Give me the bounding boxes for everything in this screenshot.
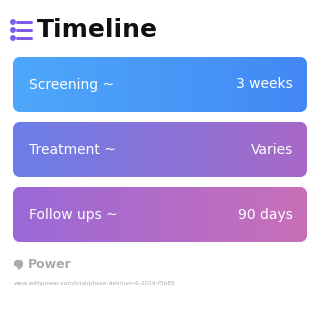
Text: Screening ~: Screening ~ bbox=[29, 77, 114, 92]
Circle shape bbox=[11, 20, 15, 24]
Polygon shape bbox=[14, 260, 23, 270]
Text: www.withpower.com/trial/phase-delirium-6-2019-f5b85: www.withpower.com/trial/phase-delirium-6… bbox=[14, 281, 176, 285]
Circle shape bbox=[11, 36, 15, 40]
Text: Treatment ~: Treatment ~ bbox=[29, 143, 116, 157]
Text: 90 days: 90 days bbox=[238, 208, 293, 221]
Text: Timeline: Timeline bbox=[37, 18, 158, 42]
FancyBboxPatch shape bbox=[13, 122, 307, 177]
Text: 3 weeks: 3 weeks bbox=[236, 77, 293, 92]
Text: Follow ups ~: Follow ups ~ bbox=[29, 208, 118, 221]
FancyBboxPatch shape bbox=[13, 187, 307, 242]
Circle shape bbox=[11, 28, 15, 32]
Text: Varies: Varies bbox=[251, 143, 293, 157]
FancyBboxPatch shape bbox=[13, 57, 307, 112]
Text: Power: Power bbox=[28, 259, 72, 271]
